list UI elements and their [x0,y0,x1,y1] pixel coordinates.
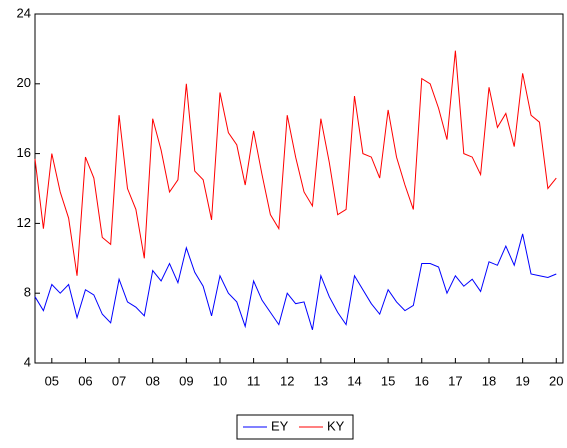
x-tick-label: 07 [112,373,126,388]
y-tick-label: 24 [17,5,31,20]
x-tick-label: 15 [381,373,395,388]
y-tick-label: 20 [17,75,31,90]
x-tick-label: 06 [78,373,92,388]
x-tick-label: 12 [280,373,294,388]
x-tick-label: 05 [45,373,59,388]
x-tick-label: 08 [145,373,159,388]
y-tick-label: 16 [17,145,31,160]
x-tick-label: 17 [448,373,462,388]
line [34,50,557,276]
x-tick-label: 18 [482,373,496,388]
x-tick-label: 20 [549,373,563,388]
x-tick-label: 09 [179,373,193,388]
legend-label: KY [327,418,345,433]
y-tick-label: 4 [24,354,31,369]
legend-label: EY [271,418,289,433]
plot-frame [34,13,564,364]
x-tick-label: 13 [314,373,328,388]
line [34,233,557,330]
y-tick-label: 8 [24,285,31,300]
y-tick-label: 12 [17,215,31,230]
x-tick-label: 19 [515,373,529,388]
x-tick-label: 16 [415,373,429,388]
x-tick-label: 11 [247,373,261,388]
x-tick-label: 14 [347,373,361,388]
x-tick-label: 10 [213,373,227,388]
